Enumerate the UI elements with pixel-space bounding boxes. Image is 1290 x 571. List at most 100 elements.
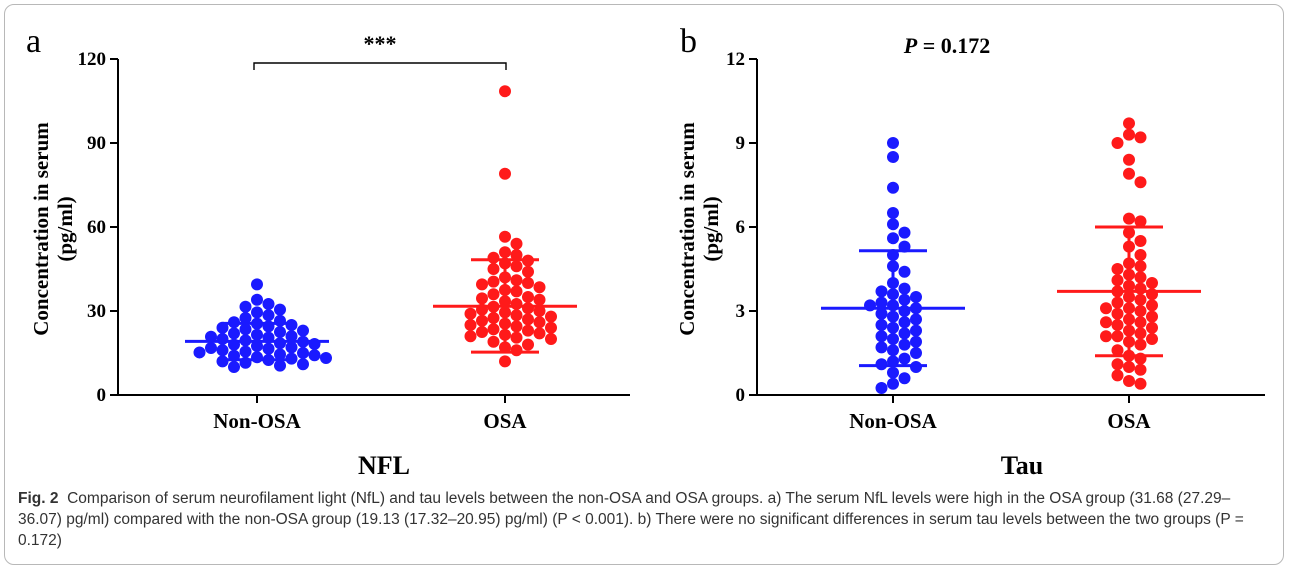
data-point [205,341,217,354]
figure-caption: Fig. 2 Comparison of serum neurofilament… [18,488,1268,551]
data-point [1146,277,1158,289]
caption-text: Comparison of serum neurofilament light … [18,490,1244,549]
data-point [476,314,488,327]
panel-a-ylabel-line1: Concentration in serum [29,122,53,336]
data-point [487,251,500,264]
y-tick-label: 0 [736,385,746,406]
panel-b-points [864,117,1158,394]
panel-b-ticks: 0 3 6 9 12 [726,49,1130,406]
p-value-italic-p: P [903,33,918,58]
panel-b-mean-sd [821,225,1201,368]
data-point [193,346,206,359]
data-point [1134,176,1147,189]
panel-b-letter: b [680,23,697,60]
data-point [251,278,263,291]
data-point [1111,358,1124,371]
panel-b-category-non-osa: Non-OSA [849,409,937,433]
data-point [487,312,500,324]
data-point [1146,299,1158,312]
data-point [545,321,557,334]
data-point [297,358,309,371]
data-point [274,348,286,361]
data-point [533,316,546,329]
data-point [545,333,557,345]
data-point [1134,377,1147,390]
data-point [510,249,523,261]
data-point [308,338,321,351]
significance-stars: *** [364,31,397,56]
panel-a-x-axis-label: NFL [358,451,410,480]
data-point [1111,307,1124,320]
data-point [487,263,500,275]
data-point [285,319,298,331]
data-point [285,341,298,354]
figure-frame [4,4,1284,565]
data-point [274,303,286,316]
data-point [898,372,911,385]
data-point [898,226,911,239]
data-point [464,307,477,320]
data-point [898,282,911,295]
data-point [1134,338,1147,351]
data-point [522,324,534,337]
data-point [1123,167,1135,180]
data-point [522,265,534,278]
data-point [216,333,229,345]
panel-a: a Concentration in serum (pg/ml) 0 30 60 90… [26,23,630,480]
data-point [898,338,911,351]
panel-b-ylabel-line2: (pg/ml) [699,196,723,261]
panel-a-ticks: 0 30 60 90 120 [78,49,506,406]
data-point [1123,375,1135,387]
data-point [297,347,309,359]
figure-canvas: a Concentration in serum (pg/ml) 0306090… [26,23,1265,480]
data-point [510,320,523,333]
y-tick-label: 120 [78,49,107,70]
data-point [887,151,899,163]
data-point [297,324,309,337]
panel-a-category-non-osa: Non-OSA [213,409,301,433]
data-point [1100,302,1112,315]
data-point [251,306,263,319]
data-point [274,359,286,372]
y-tick-label: 6 [736,217,746,238]
data-point [1134,260,1147,273]
data-point [1134,271,1147,284]
data-point [1111,137,1124,149]
data-point [1100,316,1112,329]
data-point [910,324,922,337]
data-point [898,327,911,340]
data-point [510,260,523,273]
y-tick-label: 90 [87,133,106,154]
data-point [1111,344,1124,357]
data-point [533,281,546,294]
panel-a-mean-sd [185,258,577,362]
data-point [476,326,488,338]
data-point [1111,330,1124,343]
data-point [216,344,229,357]
data-point [499,85,511,98]
data-point [1146,333,1158,345]
data-point [898,265,911,278]
panel-a-y-axis-label: Concentration in serum (pg/ml) [29,122,77,336]
data-point [510,344,523,357]
data-point [875,382,888,394]
data-point [887,366,899,379]
data-point [1134,235,1147,247]
panel-a-significance-bracket: *** [253,31,507,70]
data-point [1146,321,1158,334]
data-point [320,352,332,365]
data-point [1123,117,1135,130]
data-point [1134,215,1147,228]
data-point [487,288,500,301]
data-point [533,305,546,317]
data-point [476,278,488,291]
data-point [510,285,523,298]
data-point [228,327,240,340]
data-point [1123,128,1135,141]
significance-bracket-line [253,62,507,70]
data-point [239,345,252,358]
panel-a-ylabel-line2: (pg/ml) [53,196,77,261]
data-point [898,293,911,306]
data-point [1134,327,1147,340]
data-point [1123,361,1135,373]
